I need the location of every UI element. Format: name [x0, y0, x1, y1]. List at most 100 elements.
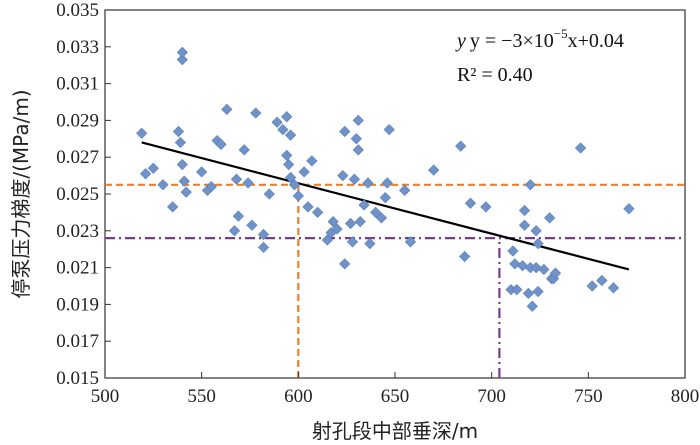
data-point [250, 107, 262, 119]
data-point [180, 186, 192, 198]
data-point [480, 201, 492, 213]
data-point [464, 197, 477, 209]
data-point [348, 173, 361, 185]
y-tick-label: 0.021 [56, 258, 99, 279]
data-point [321, 234, 333, 246]
data-point [524, 179, 536, 191]
data-point [607, 282, 620, 294]
data-point [511, 284, 523, 296]
data-point [516, 260, 529, 272]
y-tick-label: 0.035 [56, 0, 99, 21]
y-tick-label: 0.029 [56, 110, 99, 131]
data-point [364, 238, 376, 250]
x-axis-ticks: 500 550 600 650 700 750 800 [91, 372, 700, 407]
data-point [292, 190, 304, 202]
data-point [205, 181, 217, 193]
data-point [507, 245, 519, 257]
data-point [526, 300, 538, 312]
y-tick-label: 0.025 [56, 184, 99, 205]
data-point [375, 212, 388, 224]
data-point [530, 261, 542, 274]
data-point [139, 168, 152, 180]
data-point [383, 123, 395, 136]
data-point [271, 116, 283, 128]
x-tick-label: 600 [284, 386, 313, 407]
data-point [522, 287, 535, 299]
data-point [312, 206, 324, 219]
x-tick-label: 800 [671, 386, 700, 407]
data-point [302, 201, 314, 213]
x-axis-title: 射孔段中部垂深/m [312, 419, 478, 443]
data-point [263, 188, 275, 200]
data-point [549, 267, 562, 279]
data-point [167, 201, 179, 213]
data-point [339, 258, 351, 270]
data-point [586, 280, 598, 292]
data-point [174, 136, 187, 149]
data-point [458, 250, 471, 263]
data-point [544, 212, 556, 224]
data-point [362, 177, 374, 189]
data-point [518, 204, 531, 217]
data-point [623, 203, 635, 215]
data-point [352, 114, 364, 127]
data-point [136, 127, 148, 139]
data-point [350, 133, 362, 145]
equation-suffix: x+0.04 [568, 30, 624, 52]
data-point [381, 177, 393, 189]
data-point [176, 158, 188, 171]
data-point [176, 54, 188, 66]
data-point [574, 142, 587, 154]
data-point [337, 169, 349, 182]
equation-exponent: −5 [554, 26, 568, 41]
data-point [306, 155, 318, 167]
data-point [352, 144, 364, 156]
data-point [509, 258, 521, 270]
y-tick-label: 0.023 [56, 221, 99, 242]
y-axis-title: 停泵压力梯度/(MPa/m) [9, 89, 33, 298]
data-point [288, 179, 301, 191]
data-point [277, 123, 289, 136]
data-point [428, 164, 440, 176]
equation-prefix: y = −3×10 [470, 30, 554, 52]
data-point [370, 206, 382, 219]
data-point [455, 140, 467, 152]
data-point [157, 179, 169, 191]
data-points [136, 46, 635, 312]
data-point [346, 236, 359, 248]
y-tick-label: 0.033 [56, 37, 99, 58]
data-point [196, 166, 208, 178]
data-point [172, 125, 185, 138]
trend-line-group [141, 141, 630, 271]
data-point [379, 192, 391, 204]
y-tick-label: 0.027 [56, 147, 99, 168]
r-squared-label: R² = 0.40 [457, 64, 533, 86]
data-point [532, 238, 544, 250]
reference-lines [105, 183, 685, 378]
data-point [331, 223, 343, 235]
data-point [228, 225, 241, 237]
data-point [283, 158, 295, 171]
data-point [327, 215, 339, 228]
data-point [215, 138, 227, 150]
x-tick-label: 550 [187, 386, 216, 407]
data-point [399, 184, 411, 196]
data-point [298, 166, 310, 178]
data-point [538, 263, 550, 276]
data-point [596, 274, 608, 287]
data-point [354, 215, 366, 228]
data-point [178, 175, 190, 187]
x-tick-label: 650 [381, 386, 410, 407]
data-point [257, 228, 270, 241]
x-tick-label: 500 [91, 386, 120, 407]
data-point [230, 173, 243, 185]
y-tick-label: 0.017 [56, 331, 99, 352]
data-point [147, 162, 159, 174]
data-point [257, 241, 270, 253]
data-point [284, 171, 297, 184]
data-point [532, 285, 544, 298]
data-point [284, 129, 297, 141]
data-point [404, 236, 417, 248]
data-point [246, 219, 258, 231]
